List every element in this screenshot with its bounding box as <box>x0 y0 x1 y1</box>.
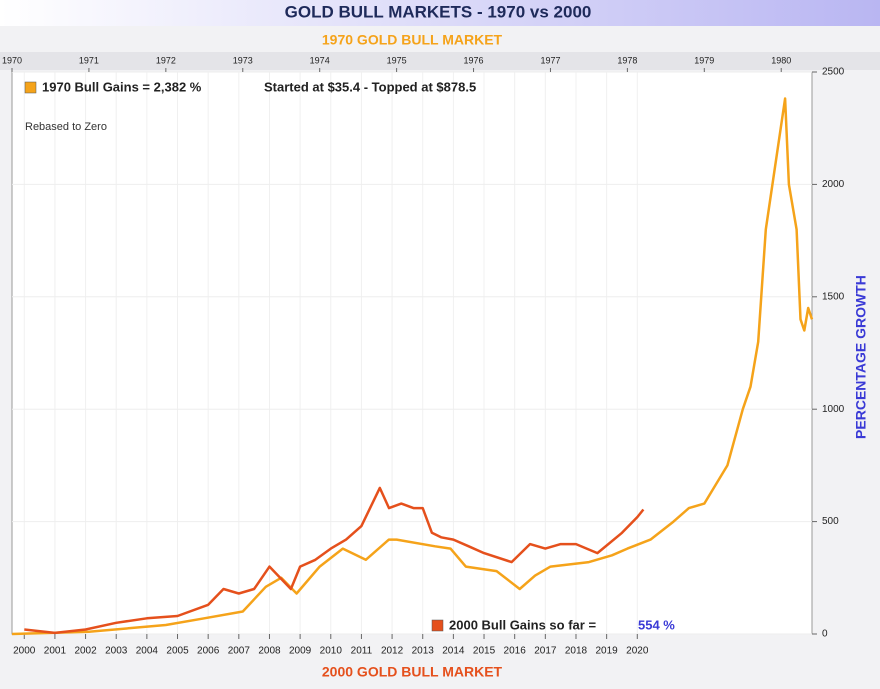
y-tick-label: 0 <box>822 629 828 640</box>
x-tick-label: 2008 <box>258 646 281 657</box>
x-tick-label: 2016 <box>504 646 527 657</box>
x-tick-label: 2017 <box>534 646 557 657</box>
x-tick-label: 2020 <box>626 646 649 657</box>
y-tick-label: 500 <box>822 516 839 527</box>
legend-label: 2000 Bull Gains so far = <box>449 617 596 632</box>
y-axis-label: PERCENTAGE GROWTH <box>853 275 869 439</box>
x2-tick-label: 1974 <box>310 55 330 65</box>
x-tick-label: 2014 <box>442 646 465 657</box>
x-axis-label: 2000 GOLD BULL MARKET <box>322 664 503 680</box>
y-tick-label: 1000 <box>822 404 845 415</box>
x-tick-label: 2019 <box>596 646 619 657</box>
x2-tick-label: 1976 <box>464 55 484 65</box>
y-tick-label: 1500 <box>822 291 845 302</box>
annotation: Rebased to Zero <box>25 121 107 133</box>
chart-title: GOLD BULL MARKETS - 1970 vs 2000 <box>285 2 592 21</box>
x2-tick-label: 1975 <box>387 55 407 65</box>
x-tick-label: 2009 <box>289 646 312 657</box>
x2-tick-label: 1973 <box>233 55 253 65</box>
x-tick-label: 2015 <box>473 646 496 657</box>
x2-axis-label: 1970 GOLD BULL MARKET <box>322 32 503 48</box>
annotation: 554 % <box>638 617 675 632</box>
legend-swatch <box>431 619 444 632</box>
x-tick-label: 2006 <box>197 646 220 657</box>
x2-tick-label: 1978 <box>617 55 637 65</box>
x2-tick-label: 1979 <box>694 55 714 65</box>
x-tick-label: 2012 <box>381 646 404 657</box>
x-tick-label: 2011 <box>351 646 373 657</box>
x-tick-label: 2010 <box>320 646 343 657</box>
x-tick-label: 2007 <box>228 646 251 657</box>
x-tick-label: 2001 <box>44 646 67 657</box>
x2-tick-label: 1971 <box>79 55 99 65</box>
title-bar <box>0 0 880 26</box>
y-tick-label: 2500 <box>822 67 845 78</box>
x2-tick-label: 1970 <box>2 55 22 65</box>
plot-area <box>11 71 813 635</box>
y-tick-label: 2000 <box>822 179 845 190</box>
legend-label: 1970 Bull Gains = 2,382 % <box>42 79 202 94</box>
x-tick-label: 2002 <box>74 646 97 657</box>
legend-swatch <box>24 81 37 94</box>
x2-tick-label: 1977 <box>540 55 560 65</box>
x-tick-label: 2004 <box>136 646 159 657</box>
series-line <box>24 486 645 635</box>
annotation: Started at $35.4 - Topped at $878.5 <box>264 79 476 94</box>
x-tick-label: 2005 <box>166 646 189 657</box>
x-tick-label: 2013 <box>412 646 435 657</box>
x-tick-label: 2003 <box>105 646 128 657</box>
x2-tick-label: 1972 <box>156 55 176 65</box>
x-tick-label: 2018 <box>565 646 588 657</box>
x-tick-label: 2000 <box>13 646 36 657</box>
x2-tick-label: 1980 <box>771 55 791 65</box>
top-axis-band <box>0 52 880 70</box>
